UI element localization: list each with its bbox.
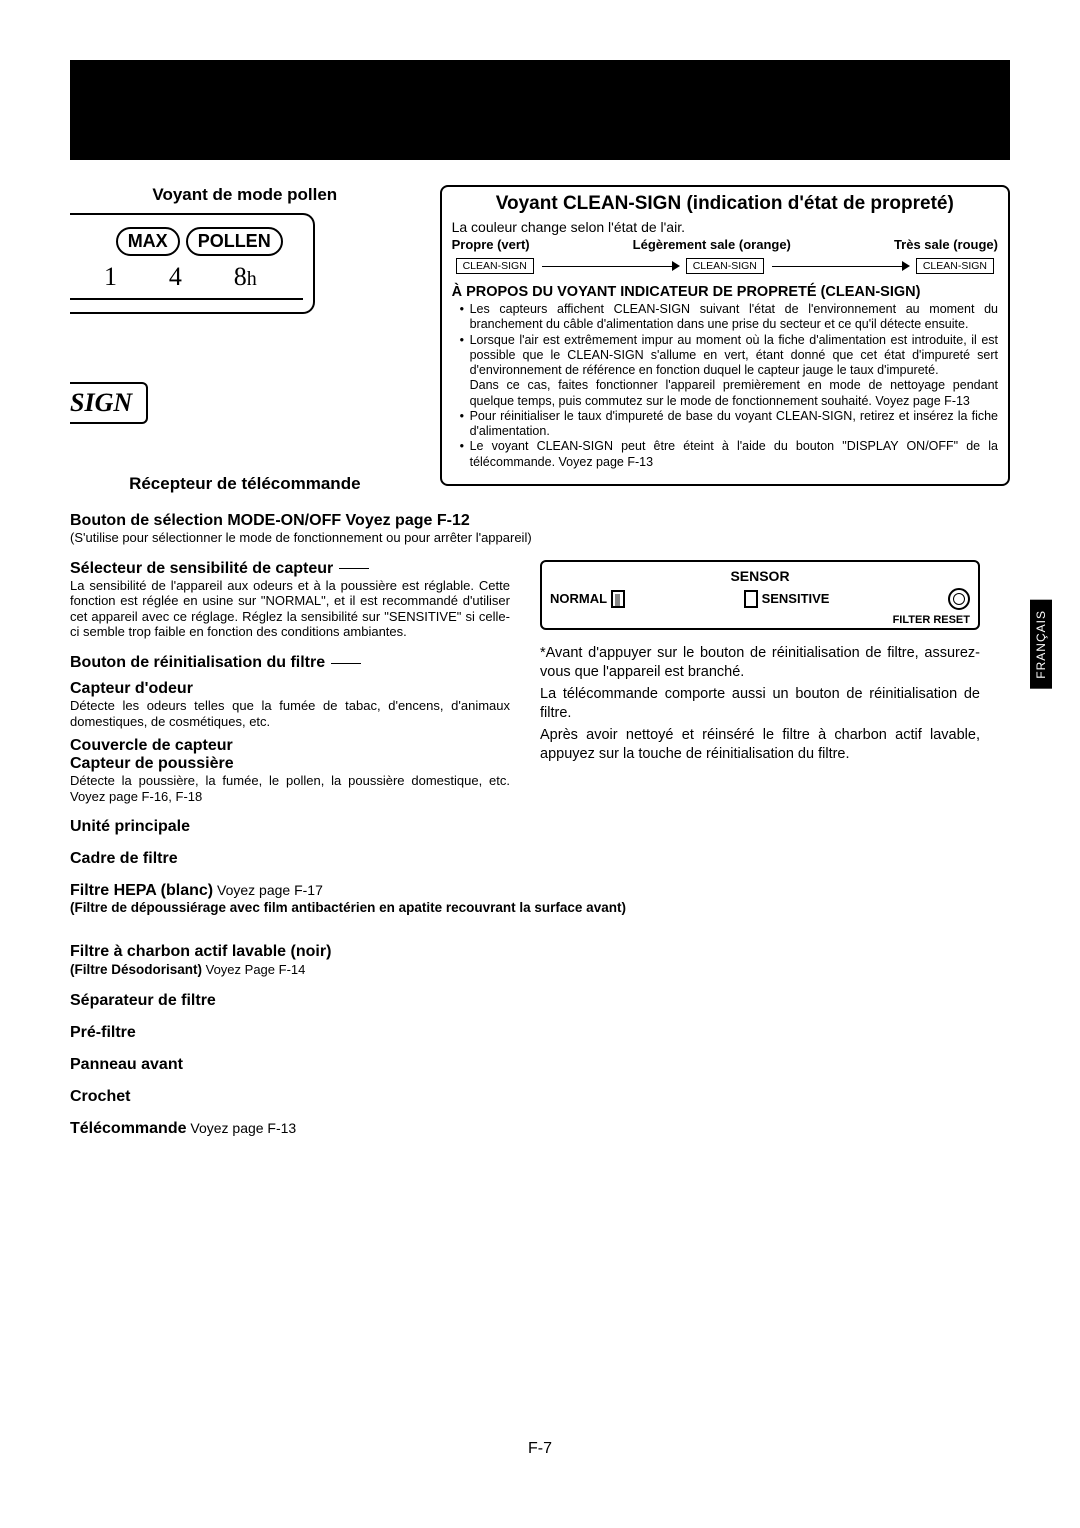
sensitivity-item: Sélecteur de sensibilité de capteur La s…	[70, 560, 510, 640]
filter-reset-item: Bouton de réinitialisation du filtre	[70, 654, 510, 672]
remote-receiver-label: Récepteur de télécommande	[70, 474, 420, 494]
timer-4: 4	[169, 262, 182, 292]
max-indicator: MAX	[116, 227, 180, 256]
bullet-text: Lorsque l'air est extrêmement impur au m…	[462, 333, 998, 379]
pollen-mode-label: Voyant de mode pollen	[70, 185, 420, 205]
bullet-text: Le voyant CLEAN-SIGN peut être éteint à …	[462, 439, 998, 470]
item-description: La sensibilité de l'appareil aux odeurs …	[70, 578, 510, 640]
sign-label: SIGN	[70, 382, 148, 424]
header-bar	[70, 60, 1010, 160]
page-ref: Voyez page F-17	[213, 882, 323, 898]
clean-sign-box: Voyant CLEAN-SIGN (indication d'état de …	[440, 185, 1010, 486]
filter-reset-label: FILTER RESET	[550, 614, 970, 626]
sensor-label: SENSOR	[550, 568, 970, 584]
item-description: (Filtre Désodorisant)	[70, 962, 202, 977]
language-tab: FRANÇAIS	[1030, 600, 1052, 689]
item-description: (S'utilise pour sélectionner le mode de …	[70, 530, 980, 546]
item-title: Filtre HEPA (blanc)	[70, 882, 213, 899]
leader-line	[331, 663, 361, 664]
item-title: Unité principale	[70, 818, 980, 836]
leader-line	[339, 568, 369, 569]
pollen-indicator: POLLEN	[186, 227, 283, 256]
item-title: Couvercle de capteur	[70, 737, 510, 755]
item-title: Pré-filtre	[70, 1024, 980, 1042]
display-diagram: MAX POLLEN 1 4 8h	[70, 213, 315, 314]
screw-icon	[948, 588, 970, 610]
clean-sign-title: Voyant CLEAN-SIGN (indication d'état de …	[452, 193, 998, 215]
dust-sensor-item: Capteur de poussière Détecte la poussièr…	[70, 755, 510, 804]
timer-8h: 8h	[234, 262, 257, 292]
color-slight: Légèrement sale (orange)	[633, 237, 791, 252]
item-title: Panneau avant	[70, 1056, 980, 1074]
sensor-cover-item: Couvercle de capteur	[70, 737, 510, 755]
item-title: Séparateur de filtre	[70, 992, 980, 1010]
carbon-sub: (Filtre Désodorisant) Voyez Page F-14	[70, 961, 980, 978]
clean-sign-chip: CLEAN-SIGN	[456, 258, 534, 274]
clean-sign-chip: CLEAN-SIGN	[686, 258, 764, 274]
page-number: F-7	[0, 1440, 1080, 1458]
bullet-text: Pour réinitialiser le taux d'impureté de…	[462, 409, 998, 440]
item-title: Sélecteur de sensibilité de capteur	[70, 560, 333, 577]
item-title: Cadre de filtre	[70, 850, 980, 868]
item-title: Crochet	[70, 1088, 980, 1106]
switch-icon	[611, 590, 625, 608]
note-text: Après avoir nettoyé et réinséré le filtr…	[540, 726, 980, 765]
bullet-continuation: Dans ce cas, faites fonctionner l'appare…	[462, 378, 998, 409]
page-ref: Voyez Page F-14	[202, 962, 305, 977]
sensitive-label: SENSITIVE	[762, 591, 830, 606]
page-ref: Voyez page F-13	[186, 1120, 296, 1136]
odor-sensor-item: Capteur d'odeur Détecte les odeurs telle…	[70, 680, 510, 729]
switch-icon	[744, 590, 758, 608]
timer-1: 1	[104, 262, 117, 292]
item-title: Capteur de poussière	[70, 755, 510, 773]
about-clean-sign-title: À PROPOS DU VOYANT INDICATEUR DE PROPRET…	[452, 284, 998, 300]
item-description: Détecte les odeurs telles que la fumée d…	[70, 698, 510, 729]
item-title: Bouton de sélection MODE-ON/OFF	[70, 512, 341, 529]
color-clean: Propre (vert)	[452, 237, 530, 252]
sensor-panel-diagram: SENSOR NORMAL SENSITIVE FILTER RESET	[540, 560, 980, 630]
clean-sign-chip: CLEAN-SIGN	[916, 258, 994, 274]
note-text: *Avant d'appuyer sur le bouton de réinit…	[540, 644, 980, 683]
color-dirty: Très sale (rouge)	[894, 237, 998, 252]
normal-label: NORMAL	[550, 591, 607, 606]
item-title: Filtre à charbon actif lavable (noir)	[70, 943, 980, 961]
page-ref: Voyez page F-12	[341, 512, 470, 529]
item-title: Bouton de réinitialisation du filtre	[70, 654, 325, 671]
item-description: Détecte la poussière, la fumée, le polle…	[70, 773, 510, 804]
item-title: Capteur d'odeur	[70, 680, 510, 698]
bullet-text: Les capteurs affichent CLEAN-SIGN suivan…	[462, 302, 998, 333]
item-title: Télécommande	[70, 1120, 186, 1137]
hepa-item: Filtre HEPA (blanc) Voyez page F-17	[70, 882, 980, 900]
item-description: (Filtre de dépoussiérage avec film antib…	[70, 900, 980, 915]
note-text: La télécommande comporte aussi un bouton…	[540, 685, 980, 724]
clean-sign-subtitle: La couleur change selon l'état de l'air.	[452, 219, 998, 235]
remote-item: Télécommande Voyez page F-13	[70, 1120, 980, 1138]
mode-button-item: Bouton de sélection MODE-ON/OFF Voyez pa…	[70, 512, 980, 546]
